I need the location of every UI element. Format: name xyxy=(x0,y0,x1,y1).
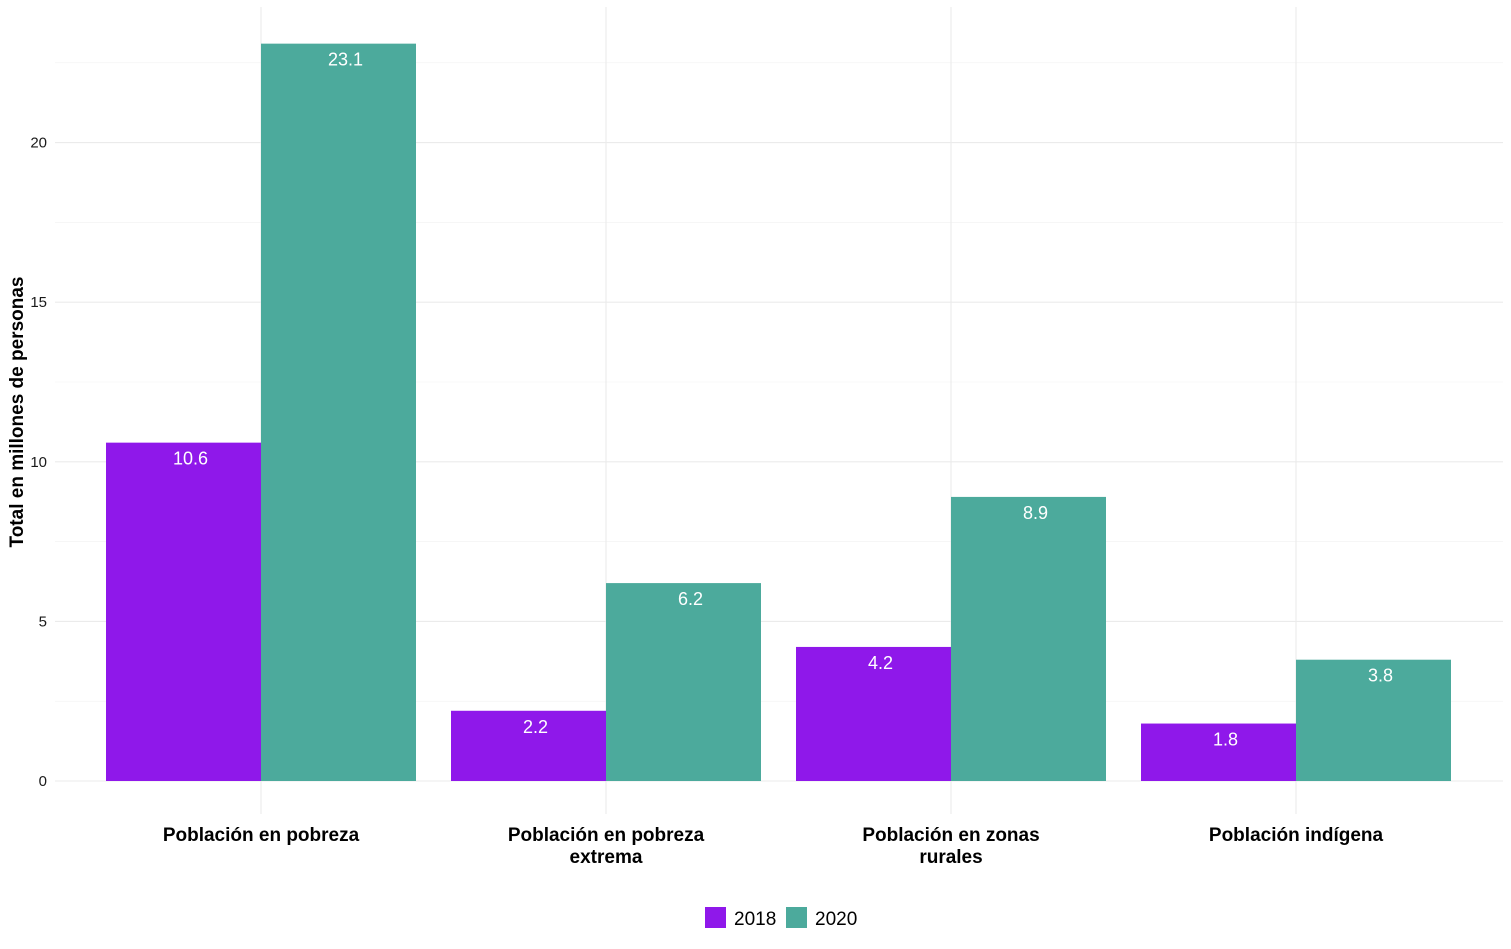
bar-2020 xyxy=(261,43,416,781)
y-tick-label: 0 xyxy=(39,773,47,790)
bar-2020 xyxy=(951,496,1106,781)
bars-layer: 10.6 23.1 2.2 6.2 4.2 8.9 1.8 3.8 xyxy=(106,43,1451,781)
bar-value-label: 2.2 xyxy=(523,717,548,737)
bar-value-label: 8.9 xyxy=(1023,503,1048,523)
legend-swatch-2018 xyxy=(705,907,726,928)
y-tick-label: 20 xyxy=(30,135,47,152)
bar-2018 xyxy=(796,646,951,781)
bar-value-label: 6.2 xyxy=(678,589,703,609)
bar-value-label: 1.8 xyxy=(1213,730,1238,750)
x-tick-label: Población indígena xyxy=(1209,825,1384,846)
bar-2018 xyxy=(451,710,606,781)
bar-value-label: 10.6 xyxy=(173,449,208,469)
y-tick-label: 5 xyxy=(39,613,47,630)
legend-swatch-2020 xyxy=(786,907,807,928)
x-axis-ticks: Población en pobreza Población en pobreza… xyxy=(163,825,1384,868)
x-tick-label: Población en pobreza xyxy=(163,825,360,846)
bar-2020 xyxy=(1296,659,1451,781)
y-axis-title: Total en millones de personas xyxy=(7,277,28,548)
bar-2018 xyxy=(1141,723,1296,781)
bar-value-label: 4.2 xyxy=(868,653,893,673)
y-tick-label: 15 xyxy=(30,294,47,311)
x-tick-label: Población en zonas rurales xyxy=(862,825,1039,868)
x-tick-label: Población en pobreza extrema xyxy=(508,825,705,868)
bar-value-label: 23.1 xyxy=(328,50,363,70)
legend-label-2020: 2020 xyxy=(815,909,857,930)
bar-2018 xyxy=(106,442,261,781)
bar-2020 xyxy=(606,583,761,781)
legend-label-2018: 2018 xyxy=(734,909,776,930)
y-axis-ticks: 0 5 10 15 20 xyxy=(30,135,47,790)
legend: 2018 2020 xyxy=(705,907,857,930)
bar-value-label: 3.8 xyxy=(1368,666,1393,686)
y-tick-label: 10 xyxy=(30,454,47,471)
